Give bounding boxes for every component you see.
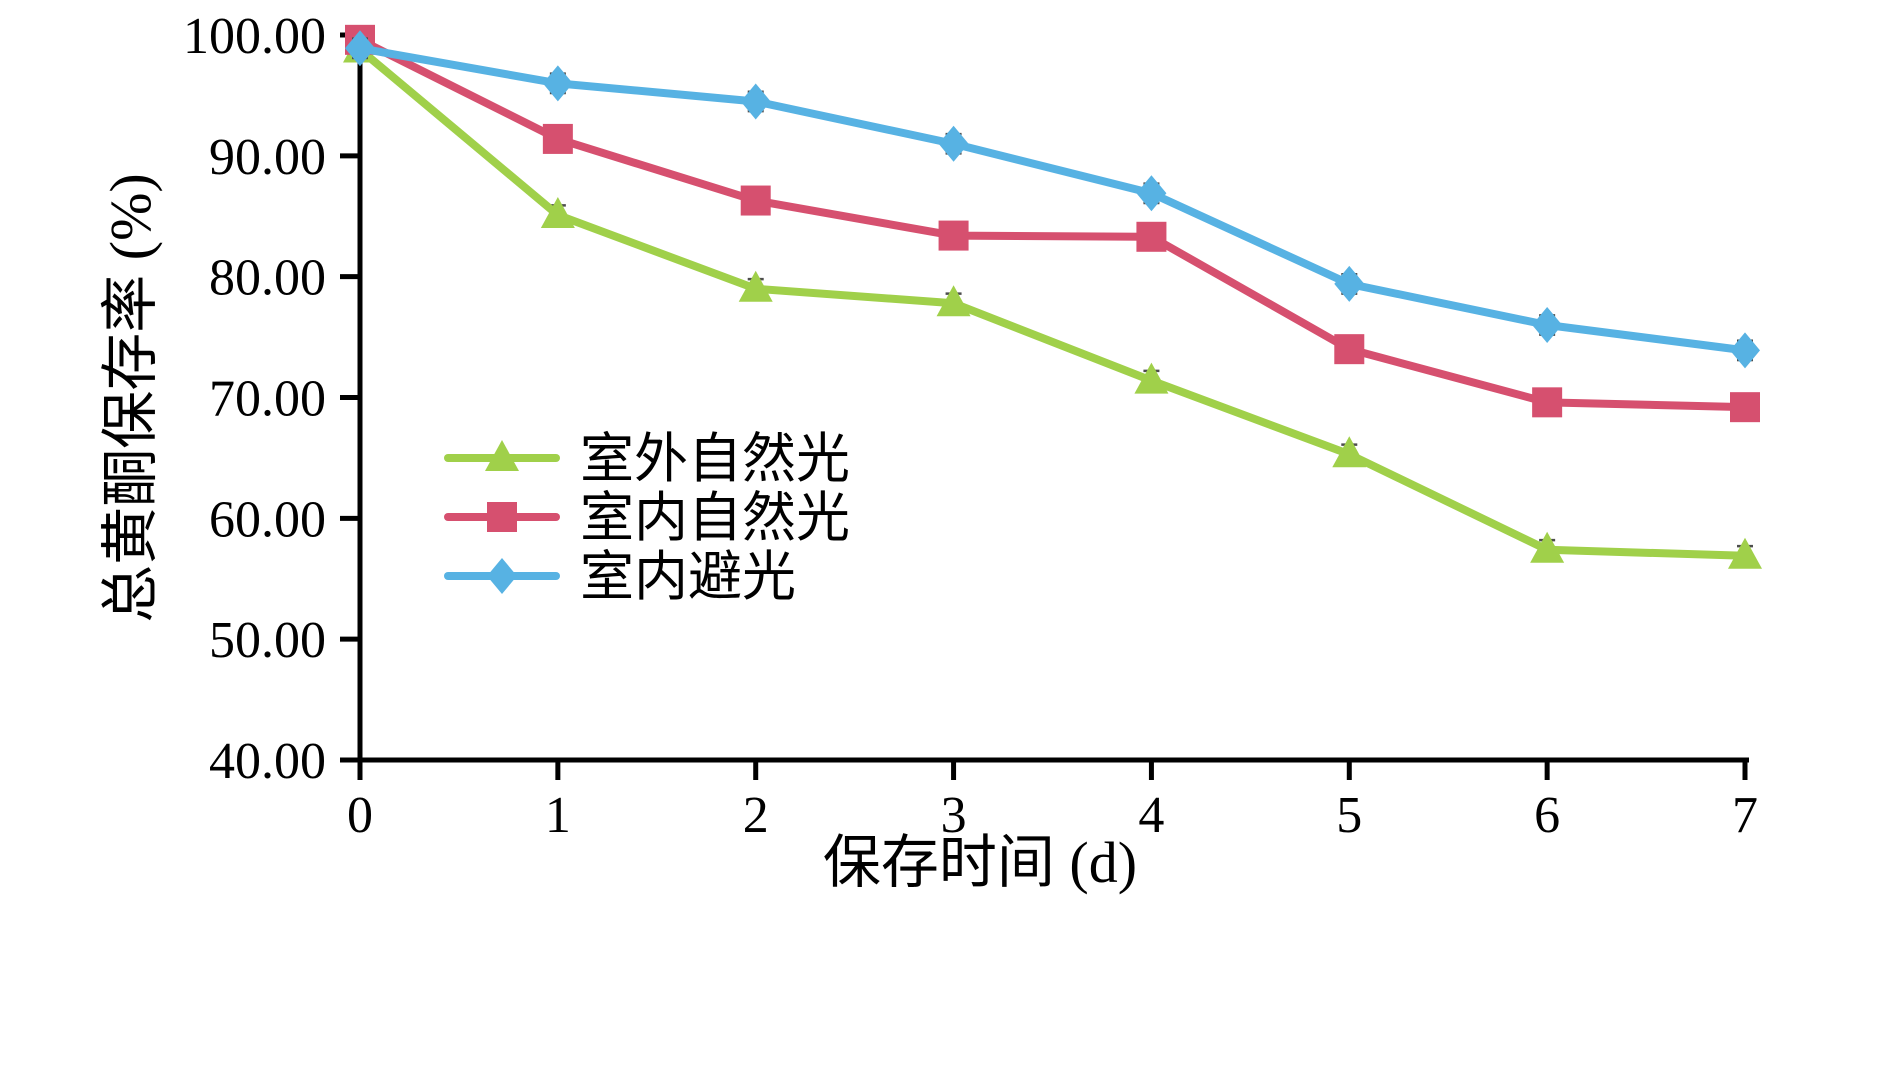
x-tick-label: 5 <box>1336 787 1362 844</box>
data-point-marker <box>740 83 771 120</box>
x-tick-label: 0 <box>347 787 373 844</box>
data-point-marker <box>345 30 375 67</box>
x-tick-label: 7 <box>1732 787 1758 844</box>
y-tick-label: 90.00 <box>209 129 326 186</box>
x-tick-label: 1 <box>545 787 571 844</box>
data-point-marker <box>542 123 573 154</box>
chart-plot-area: 40.00 50.00 60.00 70.00 80.00 90.00 100.00 0 1 2 3… <box>183 8 1762 844</box>
x-tick-label: 2 <box>743 787 769 844</box>
y-tick-label: 60.00 <box>209 491 326 548</box>
data-point-marker <box>936 285 971 317</box>
series-line-0 <box>356 45 1749 560</box>
data-point-marker <box>1532 387 1563 418</box>
data-point-marker <box>1134 362 1169 394</box>
series-1 <box>345 24 1760 423</box>
series-line-2 <box>356 44 1749 355</box>
series-line-1 <box>356 35 1749 412</box>
legend-item-2: 室内避光 <box>444 547 796 607</box>
data-point-marker <box>1730 332 1760 369</box>
y-tick-label: 100.00 <box>183 8 326 65</box>
data-point-marker <box>1334 334 1365 365</box>
x-tick-label: 6 <box>1534 787 1560 844</box>
data-point-marker <box>938 125 969 162</box>
data-point-marker <box>938 220 969 251</box>
data-point-marker <box>542 65 573 102</box>
x-tick-label: 4 <box>1138 787 1164 844</box>
legend-label: 室内避光 <box>580 547 796 607</box>
series-0 <box>343 31 1762 569</box>
data-point-marker <box>540 197 575 229</box>
y-tick-label: 80.00 <box>209 250 326 307</box>
data-point-marker <box>738 270 773 302</box>
series-2 <box>345 30 1760 369</box>
y-tick-label: 70.00 <box>209 371 326 428</box>
legend-item-1: 室内自然光 <box>444 488 850 548</box>
x-axis-label: 保存时间 (d) <box>823 830 1137 895</box>
data-point-marker <box>1728 537 1762 569</box>
data-point-marker <box>1332 436 1367 468</box>
x-tick-label: 3 <box>941 787 967 844</box>
data-point-marker <box>1530 531 1565 563</box>
data-point-marker <box>1730 392 1760 423</box>
data-point-marker <box>1334 265 1365 302</box>
legend-label: 室内自然光 <box>580 488 850 548</box>
legend-item-0: 室外自然光 <box>444 429 850 489</box>
y-axis-label: 总黄酮保存率 (%) <box>98 173 163 622</box>
legend-label: 室外自然光 <box>580 429 850 489</box>
legend-marker <box>487 558 517 594</box>
data-point-marker <box>1136 221 1167 252</box>
y-tick-label: 50.00 <box>209 612 326 669</box>
y-tick-label: 40.00 <box>209 733 326 790</box>
legend-marker <box>487 502 517 532</box>
legend-marker <box>485 440 519 471</box>
data-point-marker <box>740 185 771 216</box>
data-point-marker <box>1532 307 1563 343</box>
data-point-marker <box>1136 175 1167 212</box>
